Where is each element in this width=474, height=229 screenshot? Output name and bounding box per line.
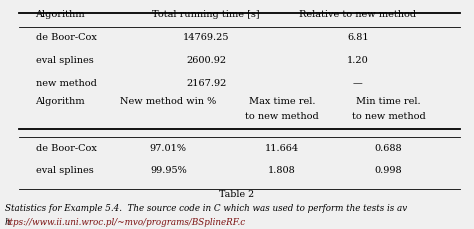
Text: to new method: to new method [352, 112, 426, 121]
Text: to new method: to new method [245, 112, 319, 121]
Text: Algorithm: Algorithm [36, 11, 85, 19]
Text: 6.81: 6.81 [347, 33, 369, 42]
Text: 1.20: 1.20 [347, 56, 369, 65]
Text: New method win %: New method win % [120, 98, 217, 106]
Text: Total running time [s]: Total running time [s] [152, 11, 260, 19]
Text: Relative to new method: Relative to new method [299, 11, 417, 19]
Text: 11.664: 11.664 [265, 144, 299, 153]
Text: 14769.25: 14769.25 [183, 33, 229, 42]
Text: h: h [5, 218, 10, 227]
Text: Algorithm: Algorithm [36, 98, 85, 106]
Text: de Boor-Cox: de Boor-Cox [36, 144, 96, 153]
Text: 2167.92: 2167.92 [186, 79, 227, 88]
Text: Max time rel.: Max time rel. [249, 98, 315, 106]
Text: eval splines: eval splines [36, 56, 93, 65]
Text: new method: new method [36, 79, 96, 88]
Text: Table 2: Table 2 [219, 190, 255, 199]
Text: de Boor-Cox: de Boor-Cox [36, 33, 96, 42]
Text: 99.95%: 99.95% [150, 166, 187, 175]
Text: Min time rel.: Min time rel. [356, 98, 421, 106]
Text: —: — [353, 79, 363, 88]
Text: 97.01%: 97.01% [150, 144, 187, 153]
Text: Statistics for Example 5.4.  The source code in C which was used to perform the : Statistics for Example 5.4. The source c… [5, 204, 407, 213]
Text: 1.808: 1.808 [268, 166, 296, 175]
Text: ttps://www.ii.uni.wroc.pl/~mvo/programs/BSplineRF.c: ttps://www.ii.uni.wroc.pl/~mvo/programs/… [7, 218, 246, 227]
Text: 0.688: 0.688 [375, 144, 402, 153]
Text: 0.998: 0.998 [375, 166, 402, 175]
Text: eval splines: eval splines [36, 166, 93, 175]
Text: 2600.92: 2600.92 [186, 56, 226, 65]
